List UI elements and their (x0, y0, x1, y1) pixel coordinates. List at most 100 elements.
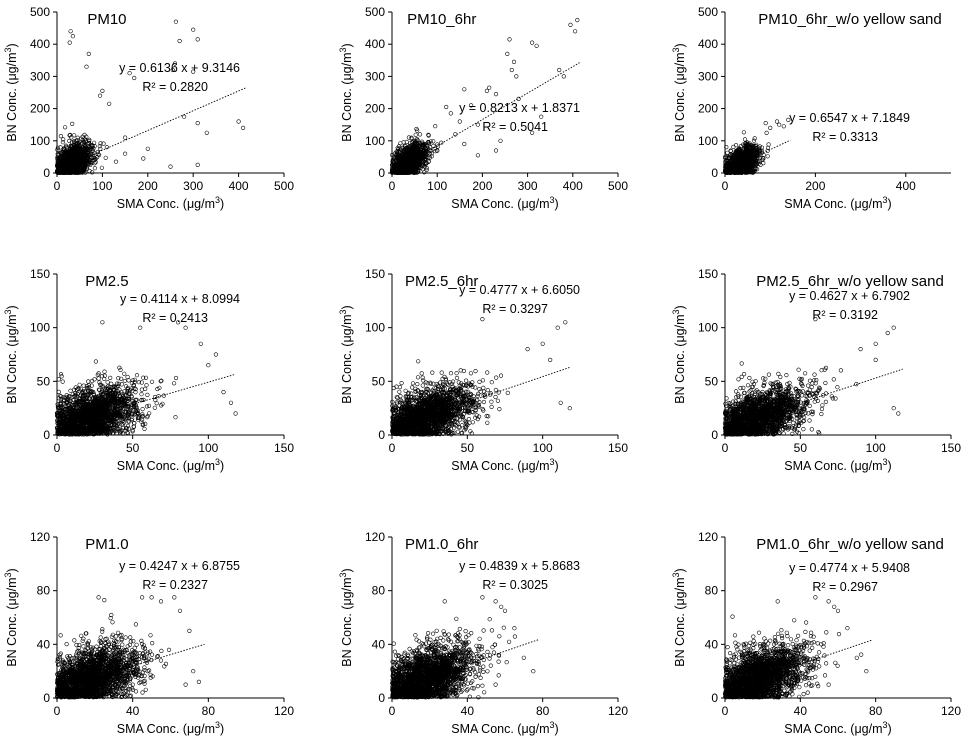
x-axis-label: SMA Conc. (μg/m3) (784, 195, 891, 211)
data-point (182, 114, 187, 119)
panel-title: PM10_6hr_w/o yellow sand (758, 11, 941, 28)
regression-equation: y = 0.8213 x + 1.8371 (459, 101, 580, 115)
x-tick-label: 400 (229, 179, 249, 193)
y-tick-label: 100 (30, 321, 50, 335)
data-point (173, 19, 178, 24)
data-point (417, 132, 423, 137)
y-tick-label: 100 (698, 134, 718, 148)
data-point (575, 18, 580, 23)
data-point (70, 34, 75, 39)
data-point (97, 93, 103, 98)
y-axis-label: BN Conc. (μg/m3) (3, 305, 19, 403)
y-tick-label: 500 (698, 5, 718, 19)
data-point (98, 146, 103, 151)
data-point (122, 151, 128, 156)
data-point (86, 51, 91, 57)
data-point (99, 165, 104, 170)
data-point (557, 67, 562, 73)
y-tick-label: 300 (365, 69, 385, 83)
data-point (505, 51, 510, 57)
data-point (487, 85, 492, 90)
data-point (172, 381, 177, 386)
data-point (97, 144, 102, 149)
data-point (191, 27, 196, 32)
data-point (113, 159, 119, 164)
data-point (431, 139, 436, 144)
x-tick-label: 500 (274, 179, 294, 193)
regression-equation: y = 0.6547 x + 7.1849 (789, 111, 910, 125)
data-point (117, 365, 122, 370)
y-tick-label: 300 (698, 69, 718, 83)
data-point (195, 120, 200, 126)
data-point (493, 148, 499, 153)
regression-equation: y = 0.6136 x + 9.3146 (119, 61, 240, 75)
data-point (462, 141, 467, 147)
y-tick-label: 200 (698, 102, 718, 116)
x-tick-label: 0 (389, 179, 396, 193)
data-point (195, 37, 200, 42)
panel-title: PM2.5 (85, 273, 128, 290)
data-point (774, 119, 780, 124)
data-point (448, 111, 453, 116)
data-point (241, 125, 246, 130)
data-point (457, 119, 462, 124)
data-point (69, 135, 74, 140)
y-tick-label: 0 (43, 428, 50, 442)
data-point (101, 141, 106, 146)
data-point (122, 135, 128, 140)
data-point (534, 43, 539, 48)
data-point (752, 136, 757, 141)
x-tick-label: 0 (722, 179, 729, 193)
data-point (56, 377, 61, 382)
x-tick-label: 150 (274, 441, 294, 455)
y-axis-label: BN Conc. (μg/m3) (338, 43, 354, 141)
data-point (141, 156, 146, 161)
data-point (509, 67, 514, 73)
panel-title: PM10_6hr (407, 11, 476, 28)
x-axis-label: SMA Conc. (μg/m3) (451, 195, 558, 211)
data-point (58, 134, 64, 139)
data-point (81, 139, 87, 144)
data-point (568, 22, 573, 28)
x-tick-label: 100 (427, 179, 447, 193)
data-point (144, 383, 149, 388)
data-point (55, 145, 61, 150)
x-axis-label: SMA Conc. (μg/m3) (117, 457, 224, 473)
data-point (71, 133, 77, 138)
data-point (100, 88, 105, 93)
data-point (475, 153, 481, 158)
data-point (145, 392, 150, 398)
y-axis-label: BN Conc. (μg/m3) (671, 43, 687, 141)
data-point (493, 91, 499, 97)
data-point (107, 101, 112, 106)
x-tick-label: 300 (183, 179, 203, 193)
data-point (741, 130, 747, 135)
data-point (67, 40, 72, 45)
data-point (781, 124, 786, 129)
data-point (511, 59, 517, 65)
data-point (236, 119, 241, 124)
y-tick-label: 400 (365, 37, 385, 51)
x-tick-label: 100 (92, 179, 112, 193)
data-point (433, 124, 438, 129)
data-point (103, 155, 108, 160)
x-tick-label: 0 (54, 441, 61, 455)
data-point (84, 64, 89, 69)
y-tick-label: 200 (30, 102, 50, 116)
trend-line (391, 62, 580, 173)
x-axis-label: SMA Conc. (μg/m3) (117, 195, 224, 211)
y-tick-label: 0 (711, 166, 718, 180)
y-tick-label: 0 (378, 166, 385, 180)
y-tick-label: 400 (30, 37, 50, 51)
data-point (484, 88, 490, 93)
data-point (173, 375, 179, 381)
data-point (561, 74, 566, 79)
data-point (777, 122, 782, 127)
data-point (751, 138, 757, 143)
data-point (61, 137, 66, 142)
panel-title: PM10 (87, 11, 126, 28)
data-point (86, 379, 91, 384)
